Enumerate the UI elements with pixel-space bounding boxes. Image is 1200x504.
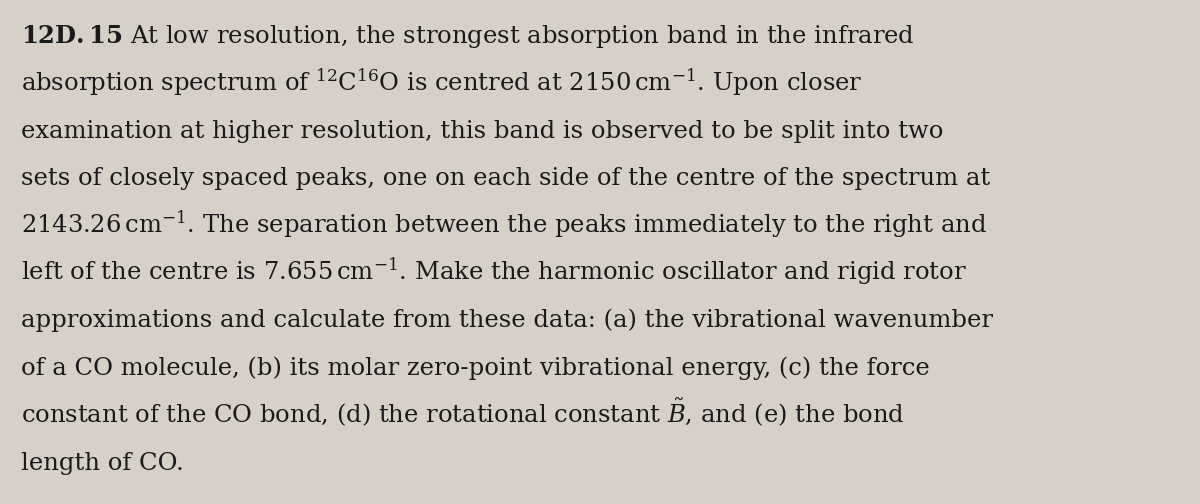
Text: left of the centre is 7.655$\,$cm$^{-1}$. Make the harmonic oscillator and rigid: left of the centre is 7.655$\,$cm$^{-1}$… [20, 256, 966, 287]
Text: $\mathbf{12D.15}$ At low resolution, the strongest absorption band in the infrar: $\mathbf{12D.15}$ At low resolution, the… [20, 23, 914, 50]
Text: approximations and calculate from these data: (a) the vibrational wavenumber: approximations and calculate from these … [20, 309, 992, 333]
Text: of a CO molecule, (b) its molar zero-point vibrational energy, (c) the force: of a CO molecule, (b) its molar zero-poi… [20, 356, 929, 380]
Text: length of CO.: length of CO. [20, 452, 184, 475]
Text: 2143.26$\,$cm$^{-1}$. The separation between the peaks immediately to the right : 2143.26$\,$cm$^{-1}$. The separation bet… [20, 209, 986, 240]
Text: sets of closely spaced peaks, one on each side of the centre of the spectrum at: sets of closely spaced peaks, one on eac… [20, 167, 990, 190]
Text: absorption spectrum of $^{12}$C$^{16}$O is centred at 2150$\,$cm$^{-1}$. Upon cl: absorption spectrum of $^{12}$C$^{16}$O … [20, 66, 862, 98]
Text: examination at higher resolution, this band is observed to be split into two: examination at higher resolution, this b… [20, 120, 943, 143]
Text: constant of the CO bond, (d) the rotational constant $\tilde{B}$, and (e) the bo: constant of the CO bond, (d) the rotatio… [20, 396, 905, 428]
